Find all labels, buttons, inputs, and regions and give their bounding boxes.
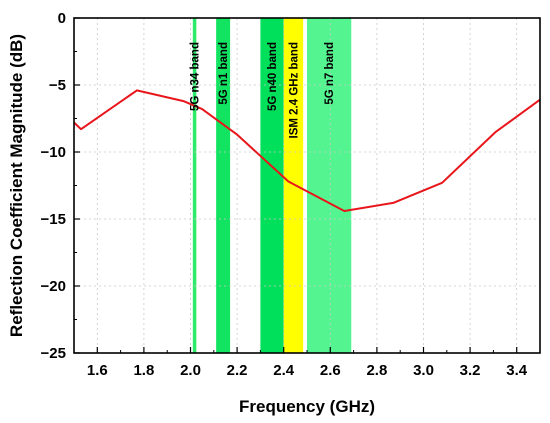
x-tick-label-1: 1.8 [133, 362, 154, 379]
band-0 [192, 18, 197, 353]
band-label-1: 5G n1 band [218, 42, 230, 105]
x-tick-label-0: 1.6 [87, 362, 108, 379]
band-label-3: ISM 2.4 GHz band [288, 42, 300, 139]
band-4 [307, 18, 352, 353]
band-3 [283, 18, 304, 353]
x-axis-title: Frequency (GHz) [239, 397, 375, 416]
y-tick-label-4: −20 [41, 278, 66, 295]
band-label-2: 5G n40 band [267, 42, 279, 111]
series-line-0 [73, 89, 541, 212]
series-layer [73, 89, 541, 212]
x-tick-label-9: 3.4 [506, 362, 528, 379]
y-tick-label-1: −5 [49, 77, 66, 94]
y-tick-label-3: −15 [41, 211, 66, 228]
y-tick-label-2: −10 [41, 144, 66, 161]
x-tick-label-8: 3.2 [460, 362, 481, 379]
grid [74, 17, 540, 354]
band-labels: 5G n34 band 5G n1 band 5G n40 band ISM 2.4 … [190, 42, 337, 139]
band-label-4: 5G n7 band [324, 42, 336, 105]
x-tick-label-5: 2.6 [320, 362, 341, 379]
band-1 [216, 18, 231, 353]
band-label-0: 5G n34 band [190, 42, 202, 111]
x-tick-label-2: 2.0 [180, 362, 201, 379]
y-axis-title: Reflection Coefficient Magnitude (dB) [7, 34, 26, 337]
x-tick-label-7: 3.0 [413, 362, 434, 379]
x-tick-label-3: 2.2 [227, 362, 248, 379]
y-tick-label-0: 0 [58, 10, 66, 27]
y-tick-label-5: −25 [41, 345, 66, 362]
x-tick-label-4: 2.4 [273, 362, 295, 379]
axis-ticks: 1.6 1.8 2.0 2.2 2.4 2.6 2.8 3.0 3.2 3.4 0 −5 −10 −15 −… [41, 10, 528, 379]
x-tick-label-6: 2.8 [366, 362, 387, 379]
frequency-bands [192, 18, 352, 353]
band-2 [260, 18, 284, 353]
